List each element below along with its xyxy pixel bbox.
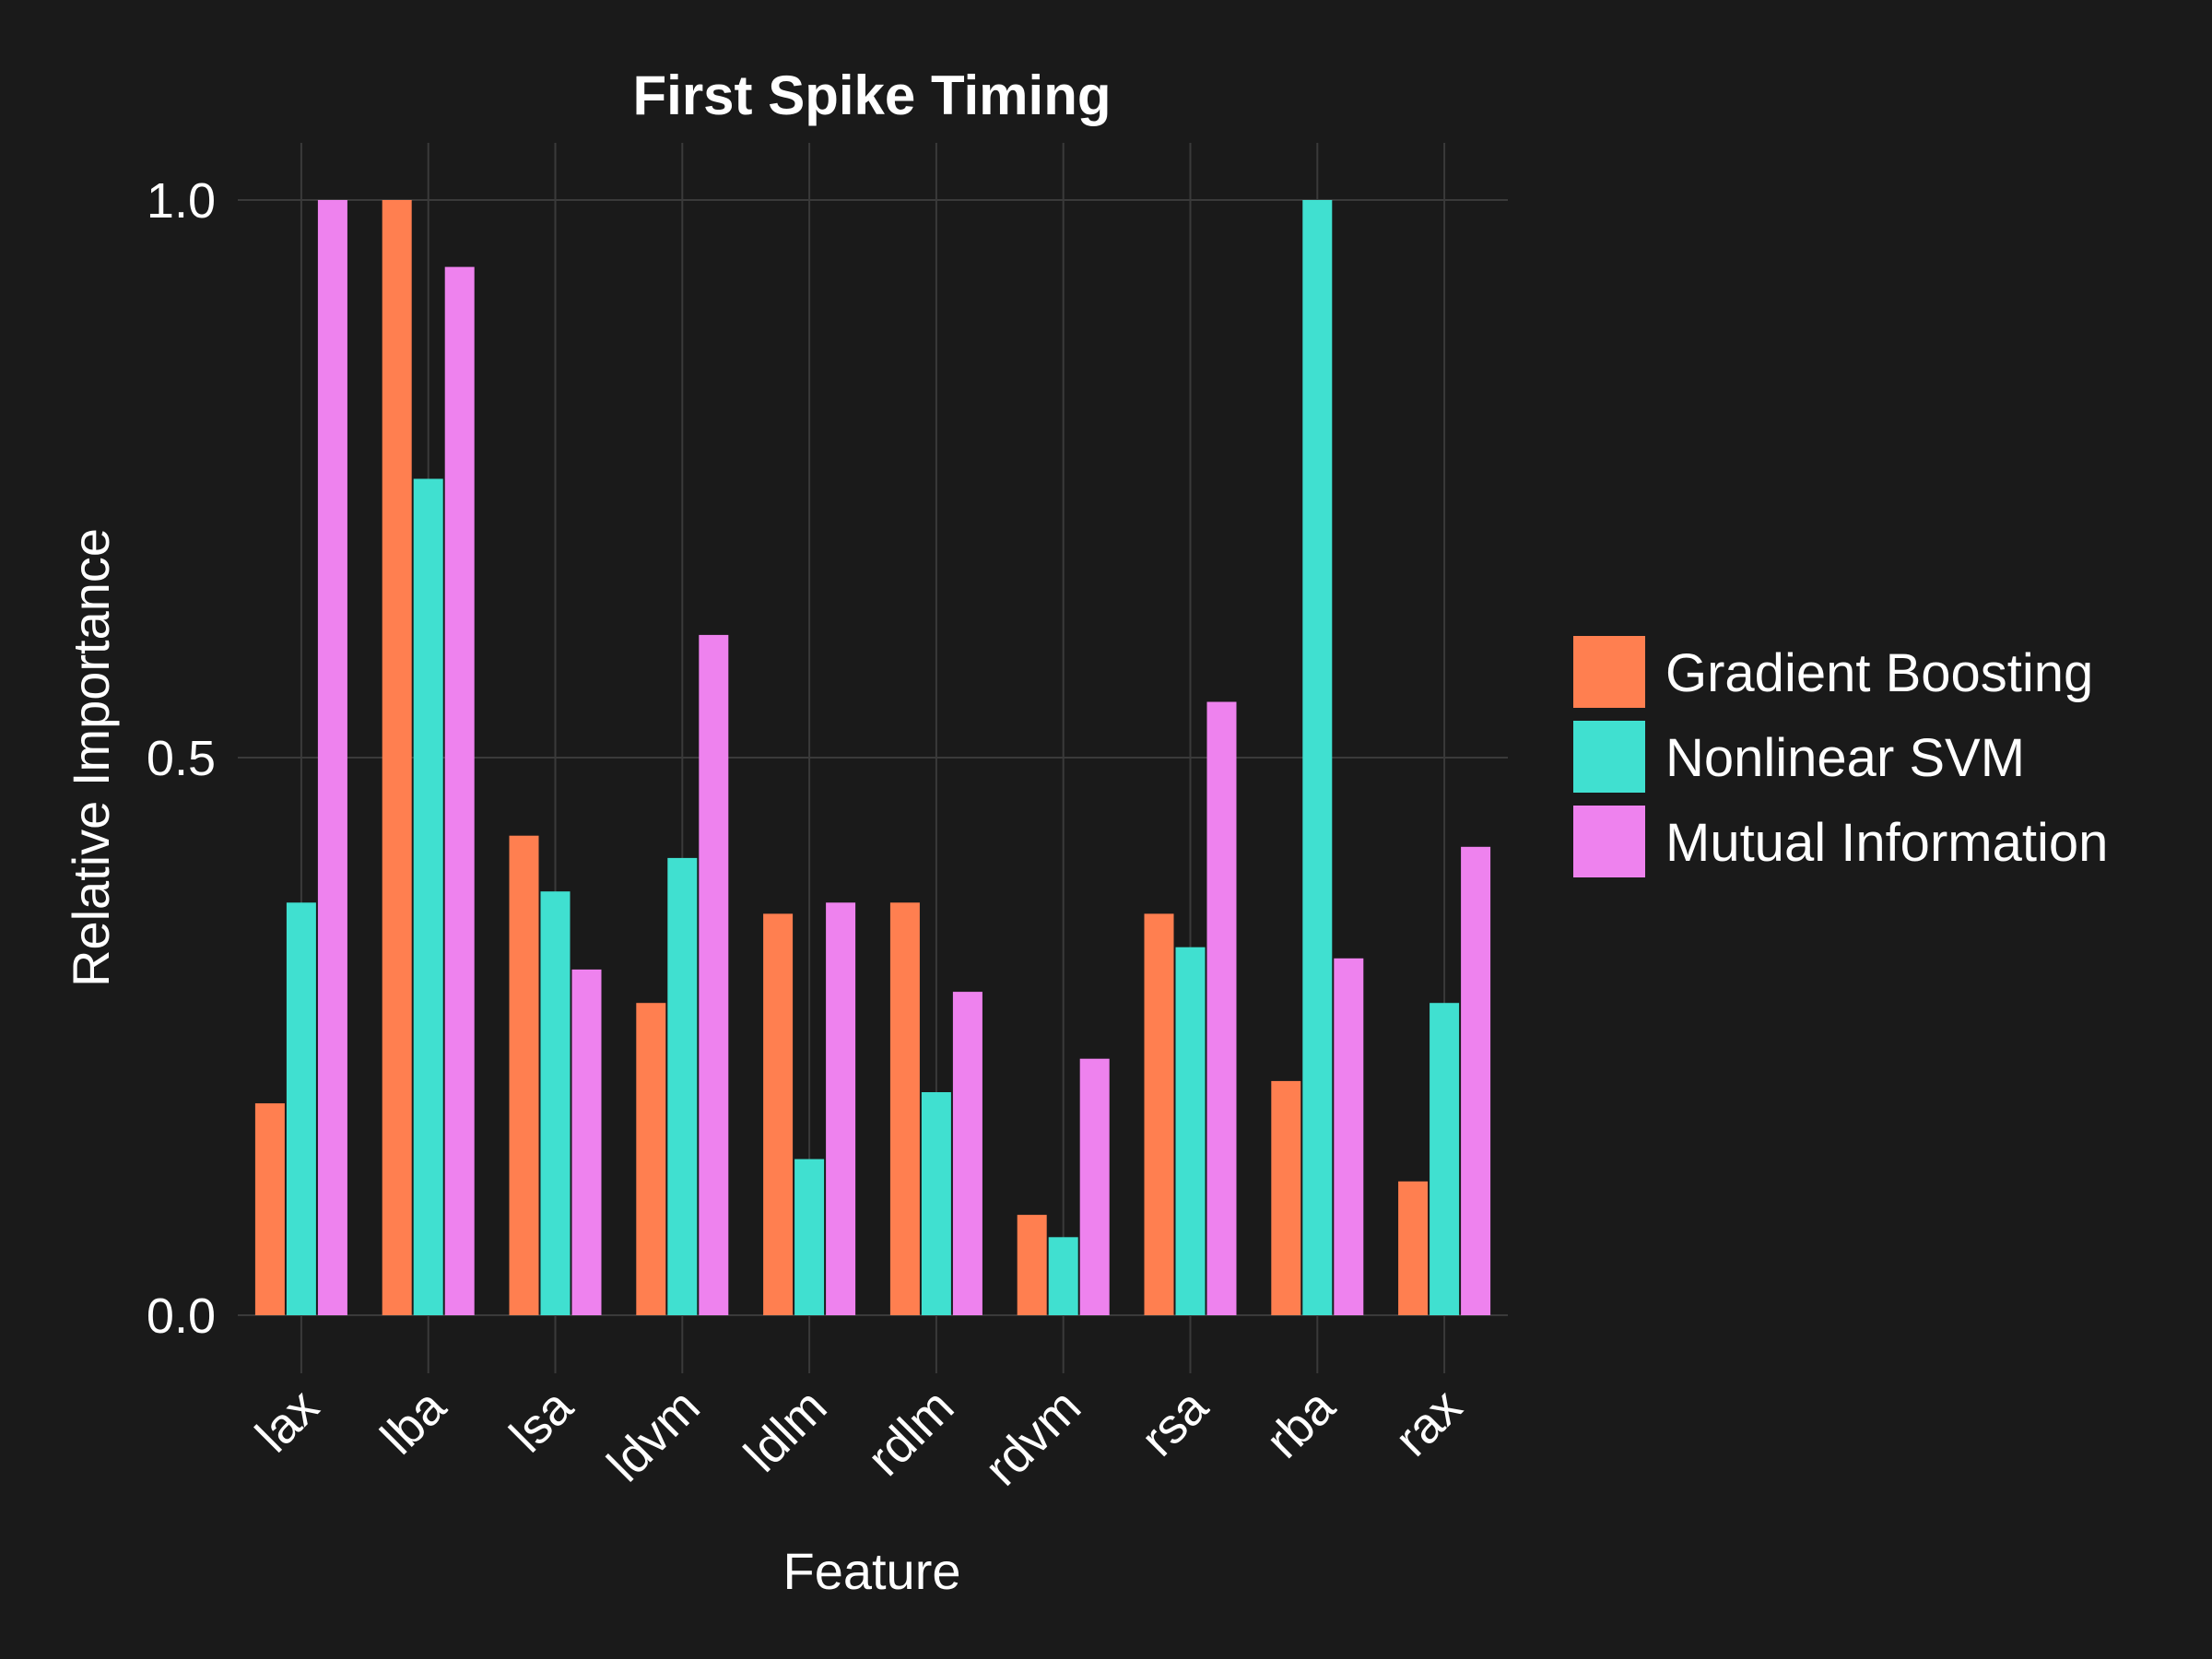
bar <box>1334 958 1364 1315</box>
y-tick-label: 0.0 <box>147 1288 216 1344</box>
bar <box>1302 200 1333 1315</box>
bar <box>794 1159 825 1315</box>
bar <box>1048 1237 1078 1315</box>
bar <box>1271 1080 1301 1315</box>
x-tick-label: lba <box>371 1378 457 1465</box>
legend-swatch <box>1573 721 1645 793</box>
bar <box>1079 1058 1110 1315</box>
bar <box>286 902 316 1315</box>
bar <box>826 902 856 1315</box>
bar <box>1206 701 1237 1315</box>
x-tick-label: rsa <box>1131 1378 1219 1466</box>
y-tick-label: 0.5 <box>147 731 216 786</box>
bar <box>509 835 539 1315</box>
bar <box>254 1103 285 1315</box>
chart-title: First Spike Timing <box>633 65 1112 126</box>
legend-swatch <box>1573 806 1645 877</box>
x-axis-label: Feature <box>783 1542 961 1600</box>
bar <box>889 902 920 1315</box>
x-tick-labels: lax lba lsa ldvm ldlm rdlm rdvm rsa rba rax <box>245 1378 1472 1496</box>
bar <box>540 891 571 1315</box>
bar <box>571 969 602 1315</box>
x-tick-label: ldlm <box>734 1379 837 1482</box>
legend-label: Gradient Boosting <box>1665 643 2093 703</box>
bar <box>1144 913 1174 1315</box>
bar <box>317 200 347 1315</box>
bar <box>1430 1003 1460 1315</box>
bar <box>1017 1215 1047 1315</box>
bar <box>636 1003 666 1315</box>
bar <box>382 200 412 1315</box>
x-tick-label: ldvm <box>597 1379 711 1492</box>
bars <box>254 200 1491 1316</box>
x-tick-label: lax <box>245 1379 329 1463</box>
x-tick-label: rax <box>1384 1379 1472 1466</box>
bar <box>1461 846 1491 1315</box>
bar <box>413 478 443 1315</box>
legend-label: Mutual Information <box>1665 813 2108 873</box>
legend-swatch <box>1573 636 1645 708</box>
x-tick-label: rdlm <box>857 1379 965 1487</box>
y-tick-labels: 0.0 0.5 1.0 <box>147 173 216 1344</box>
bar <box>667 857 698 1315</box>
bar <box>921 1092 951 1315</box>
x-tick-label: lsa <box>500 1378 584 1463</box>
bar <box>1398 1181 1429 1315</box>
legend-label: Nonlinear SVM <box>1665 728 2025 788</box>
bar <box>763 913 794 1315</box>
y-tick-label: 1.0 <box>147 173 216 229</box>
bar <box>444 266 475 1316</box>
x-tick-label: rba <box>1255 1378 1346 1468</box>
bar <box>952 992 982 1315</box>
y-axis-label: Relative Importance <box>62 528 120 987</box>
bar <box>1175 947 1206 1315</box>
legend: Gradient Boosting Nonlinear SVM Mutual Inf… <box>1573 636 2108 877</box>
x-tick-label: rdvm <box>974 1379 1091 1496</box>
bar <box>699 634 729 1315</box>
